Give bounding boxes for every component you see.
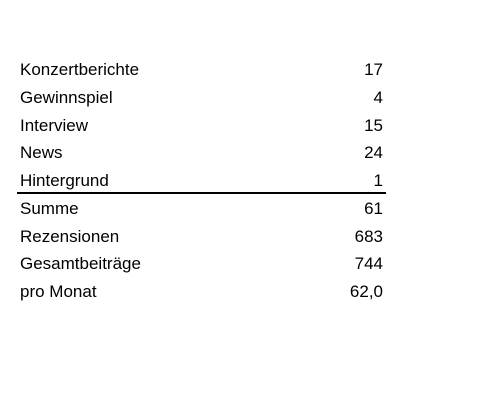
table-row: pro Monat 62,0 <box>20 280 383 304</box>
row-value: 1 <box>373 171 383 190</box>
separator-line <box>17 192 386 194</box>
table-row: Rezensionen 683 <box>20 225 383 249</box>
table-row: Hintergrund 1 <box>20 169 383 193</box>
row-value: 4 <box>373 88 383 107</box>
table-row: Gesamtbeiträge 744 <box>20 252 383 276</box>
row-label: Interview <box>20 116 89 135</box>
row-label: Summe <box>20 199 79 218</box>
table-row: Gewinnspiel 4 <box>20 86 383 110</box>
row-label: Rezensionen <box>20 227 120 246</box>
table-row: Summe 61 <box>20 197 383 221</box>
table-row: Interview 15 <box>20 114 383 138</box>
table-row: News 24 <box>20 141 383 165</box>
row-value: 683 <box>354 227 383 246</box>
row-label: pro Monat <box>20 282 97 301</box>
row-label: News <box>20 143 63 162</box>
row-value: 15 <box>364 116 383 135</box>
row-label: Gesamtbeiträge <box>20 254 141 273</box>
row-value: 744 <box>354 254 383 273</box>
row-value: 17 <box>364 60 383 79</box>
row-label: Hintergrund <box>20 171 109 190</box>
row-value: 61 <box>364 199 383 218</box>
row-label: Konzertberichte <box>20 60 140 79</box>
table-row: Konzertberichte 17 <box>20 58 383 82</box>
row-value: 62,0 <box>349 282 383 301</box>
row-label: Gewinnspiel <box>20 88 113 107</box>
row-value: 24 <box>364 143 383 162</box>
